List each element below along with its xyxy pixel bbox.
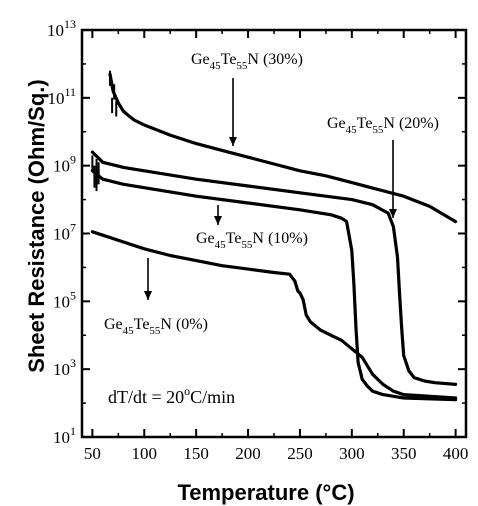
x-tick-label: 350	[391, 444, 417, 463]
y-tick-exponent: 11	[64, 85, 76, 99]
y-tick-label: 103	[53, 356, 76, 379]
y-tick-exponent: 13	[64, 17, 76, 31]
rate-suffix: C/min	[190, 387, 235, 407]
label-rest: N (0%)	[160, 316, 208, 333]
y-axis-title: Sheet Resistance (Ohm/Sq.)	[24, 79, 49, 372]
y-tick-label: 105	[53, 288, 76, 311]
label-te-sub: 55	[241, 239, 253, 251]
y-tick-exponent: 9	[70, 153, 76, 167]
label-rest: N (30%)	[247, 51, 303, 68]
x-tick-label: 150	[183, 444, 209, 463]
series-line-1	[90, 169, 458, 402]
label-ge: Ge	[104, 316, 123, 333]
arrow-head-1	[214, 216, 222, 225]
y-tick-base: 10	[53, 225, 70, 244]
series-line-0	[90, 230, 458, 400]
series-line-3	[108, 72, 458, 224]
label-ge-sub: 45	[123, 325, 135, 337]
label-ge-sub: 45	[215, 239, 227, 251]
arrow-head-3	[229, 137, 237, 146]
label-te-sub: 55	[372, 124, 384, 136]
label-rest: N (20%)	[383, 115, 439, 132]
y-tick-exponent: 7	[70, 221, 76, 235]
label-te: Te	[357, 115, 373, 132]
y-tick-base: 10	[53, 292, 70, 311]
x-tick-label: 400	[443, 444, 469, 463]
axes: 50 100 150 200 250 300 350 40010110310510710910…	[47, 17, 468, 463]
rate-degree: o	[184, 384, 190, 398]
x-tick-label: 250	[287, 444, 313, 463]
heating-rate-annotation: dT/dt = 20oC/min	[108, 384, 235, 407]
label-20pct: Ge45Te55N (20%)	[327, 115, 439, 136]
x-axis-title: Temperature (°C)	[177, 480, 354, 505]
label-te: Te	[134, 316, 150, 333]
x-tick-label: 50	[84, 444, 101, 463]
y-tick-base: 10	[53, 428, 70, 447]
y-tick-label: 1013	[47, 17, 76, 40]
label-ge: Ge	[191, 51, 210, 68]
y-tick-exponent: 3	[70, 356, 76, 370]
label-ge-sub: 45	[210, 60, 222, 72]
series-lines	[90, 70, 458, 402]
arrow-head-2	[389, 209, 397, 218]
x-tick-label: 300	[339, 444, 365, 463]
label-ge: Ge	[327, 115, 346, 132]
label-rest: N (10%)	[252, 230, 308, 247]
y-tick-label: 1011	[47, 85, 76, 108]
y-tick-label: 109	[53, 153, 76, 176]
y-tick-base: 10	[53, 157, 70, 176]
series-labels: Ge45Te55N (0%)Ge45Te55N (10%)Ge45Te55N (…	[104, 51, 439, 337]
label-10pct: Ge45Te55N (10%)	[196, 230, 308, 251]
y-tick-base: 10	[47, 89, 64, 108]
rate-prefix: dT/dt = 20	[108, 387, 184, 407]
x-tick-label: 200	[235, 444, 261, 463]
series-line-2	[90, 150, 458, 386]
label-te: Te	[221, 51, 237, 68]
y-tick-label: 101	[53, 424, 76, 447]
label-ge: Ge	[196, 230, 215, 247]
label-0pct: Ge45Te55N (0%)	[104, 316, 208, 337]
x-tick-label: 100	[132, 444, 158, 463]
label-30pct: Ge45Te55N (30%)	[191, 51, 303, 72]
y-tick-base: 10	[47, 21, 64, 40]
y-tick-label: 107	[53, 221, 76, 244]
label-te-sub: 55	[236, 60, 248, 72]
label-te-sub: 55	[149, 325, 161, 337]
y-tick-base: 10	[53, 360, 70, 379]
y-tick-exponent: 1	[70, 424, 76, 438]
y-tick-exponent: 5	[70, 288, 76, 302]
label-ge-sub: 45	[346, 124, 358, 136]
arrow-head-0	[144, 291, 152, 300]
label-te: Te	[226, 230, 242, 247]
